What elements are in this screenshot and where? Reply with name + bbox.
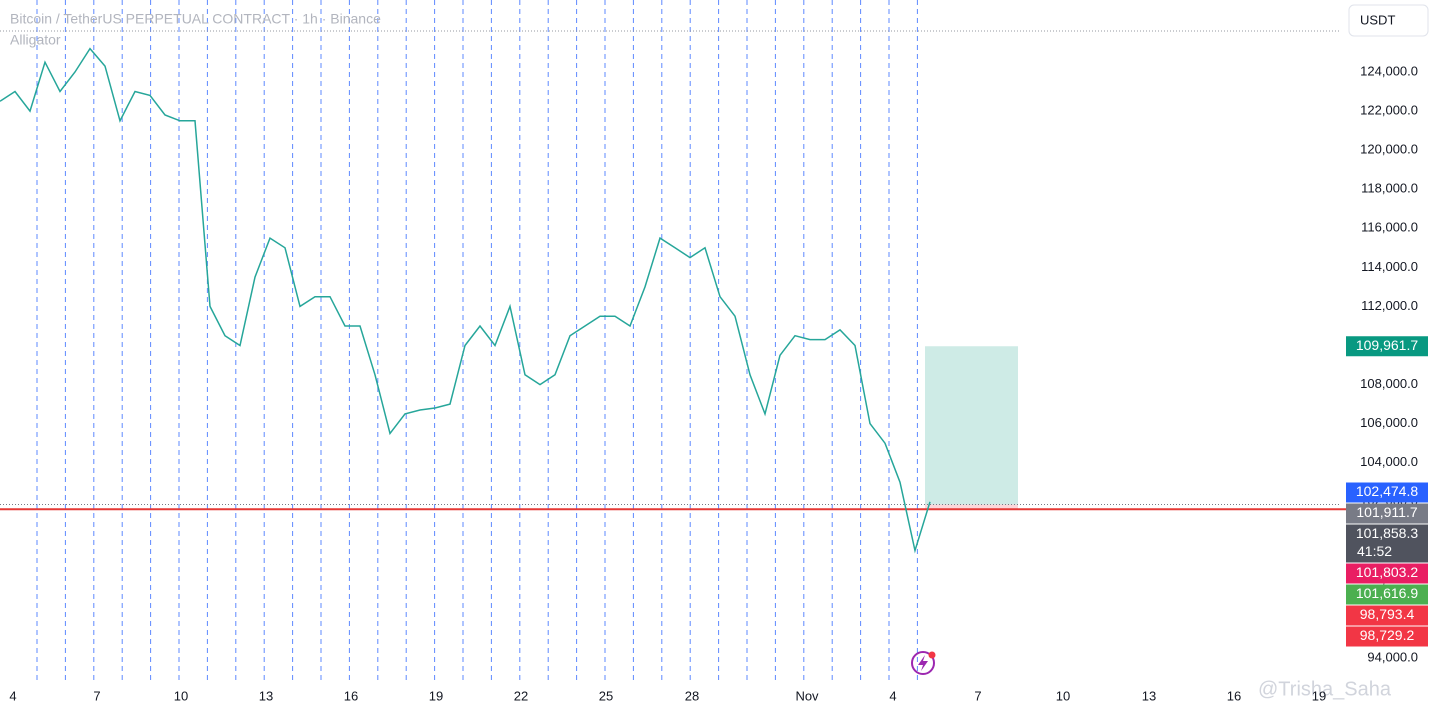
price-tag-label: 101,858.3 (1356, 525, 1418, 541)
price-tag (1346, 584, 1428, 605)
y-tick-label: 124,000.0 (1360, 63, 1418, 78)
price-tag-label: 98,729.2 (1360, 627, 1415, 643)
y-tick-label: 120,000.0 (1360, 142, 1418, 157)
x-tick-label: 16 (344, 688, 358, 703)
y-tick-label: 114,000.0 (1361, 259, 1418, 274)
x-tick-label: 19 (1312, 688, 1326, 703)
x-tick-label: 25 (599, 688, 613, 703)
price-tag (1346, 336, 1428, 357)
x-tick-label: 16 (1227, 688, 1241, 703)
y-tick-label: 94,000.0 (1367, 649, 1418, 664)
y-tick-label: 122,000.0 (1360, 103, 1418, 118)
price-line (0, 47, 931, 554)
x-tick-label: 10 (1056, 688, 1070, 703)
y-tick-label: 106,000.0 (1360, 415, 1418, 430)
x-tick-label: 7 (93, 688, 100, 703)
price-tag-label: 101,803.2 (1356, 564, 1418, 580)
background (0, 0, 1340, 680)
x-tick-label: 13 (259, 688, 273, 703)
price-tag-label: 98,793.4 (1360, 606, 1415, 622)
price-tag (1346, 482, 1428, 503)
price-tag (1346, 563, 1428, 584)
countdown: 41:52 (1357, 543, 1392, 559)
alert-icon[interactable] (911, 651, 936, 675)
watermark: @Trisha_Saha (1258, 678, 1392, 700)
x-tick-label: 28 (685, 688, 699, 703)
price-tag-label: 101,616.9 (1356, 585, 1418, 601)
price-tag (1346, 524, 1428, 563)
x-tick-label: 4 (889, 688, 896, 703)
price-tag (1346, 626, 1428, 647)
x-tick-label: 10 (174, 688, 188, 703)
price-tag-label: 101,911.7 (1356, 504, 1417, 520)
x-tick-label: 19 (429, 688, 443, 703)
indicator-label: Alligator (10, 32, 61, 48)
x-tick-label: 13 (1142, 688, 1156, 703)
y-tick-label: 108,000.0 (1360, 376, 1418, 391)
price-tag (1346, 605, 1428, 626)
x-tick-label: 7 (974, 688, 981, 703)
chart-title: Bitcoin / TetherUS PERPETUAL CONTRACT · … (10, 11, 381, 27)
x-tick-label: 4 (9, 688, 16, 703)
currency-button[interactable] (1348, 4, 1429, 37)
y-tick-label: 116,000.0 (1361, 220, 1418, 235)
price-tag (1346, 503, 1428, 524)
stop-zone (925, 504, 1018, 510)
y-tick-label: 112,000.0 (1361, 298, 1418, 313)
x-tick-label: Nov (795, 688, 819, 703)
price-tag-label: 102,474.8 (1356, 483, 1418, 499)
currency-label[interactable]: USDT (1360, 12, 1395, 27)
y-tick-label: 118,000.0 (1361, 181, 1418, 196)
x-tick-label: 22 (514, 688, 528, 703)
price-tag-label: 109,961.7 (1356, 337, 1418, 353)
y-tick-label: 104,000.0 (1360, 454, 1418, 469)
target-zone (925, 346, 1018, 505)
